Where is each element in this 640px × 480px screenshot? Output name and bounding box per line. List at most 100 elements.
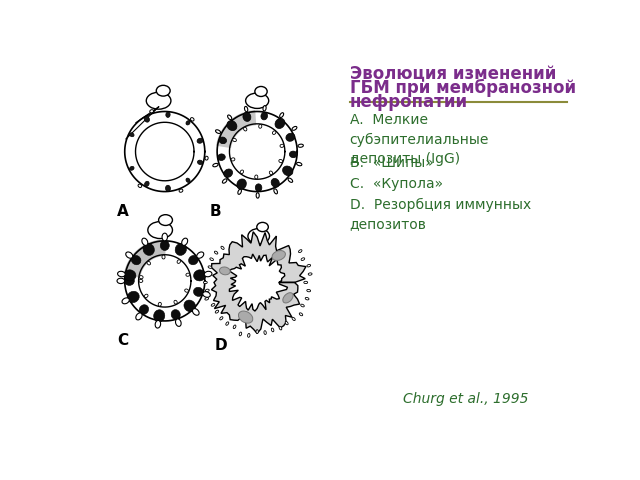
- Ellipse shape: [244, 107, 248, 112]
- Ellipse shape: [279, 159, 283, 163]
- Ellipse shape: [219, 137, 227, 144]
- Ellipse shape: [214, 251, 218, 254]
- Text: D.  Резорбция иммунных
депозитов: D. Резорбция иммунных депозитов: [349, 198, 531, 231]
- Ellipse shape: [300, 313, 303, 316]
- Text: A.  Мелкие
субэпителиальные
депозиты (IgG): A. Мелкие субэпителиальные депозиты (IgG…: [349, 113, 489, 166]
- Ellipse shape: [259, 124, 262, 128]
- Ellipse shape: [189, 255, 198, 265]
- Ellipse shape: [215, 310, 219, 313]
- Ellipse shape: [205, 156, 208, 160]
- Ellipse shape: [226, 322, 228, 325]
- Ellipse shape: [210, 258, 213, 261]
- Ellipse shape: [271, 328, 274, 332]
- Ellipse shape: [166, 185, 170, 192]
- Ellipse shape: [216, 130, 221, 133]
- Ellipse shape: [233, 325, 236, 329]
- Ellipse shape: [298, 250, 302, 252]
- Ellipse shape: [145, 294, 148, 298]
- Ellipse shape: [301, 258, 305, 261]
- Ellipse shape: [238, 189, 241, 194]
- Ellipse shape: [273, 131, 276, 134]
- Ellipse shape: [193, 288, 204, 297]
- Polygon shape: [217, 111, 297, 192]
- Ellipse shape: [220, 267, 230, 275]
- Ellipse shape: [224, 169, 232, 178]
- Ellipse shape: [244, 127, 247, 131]
- Ellipse shape: [239, 332, 242, 336]
- Ellipse shape: [220, 317, 223, 320]
- Polygon shape: [125, 111, 205, 192]
- Polygon shape: [124, 240, 164, 277]
- Ellipse shape: [186, 273, 189, 276]
- Ellipse shape: [131, 255, 141, 265]
- Ellipse shape: [122, 298, 129, 304]
- Ellipse shape: [239, 311, 253, 323]
- Text: A: A: [117, 204, 129, 219]
- Ellipse shape: [227, 120, 237, 131]
- Ellipse shape: [150, 110, 154, 113]
- Ellipse shape: [246, 93, 269, 108]
- Ellipse shape: [256, 193, 259, 198]
- Ellipse shape: [184, 300, 196, 312]
- Ellipse shape: [162, 233, 168, 241]
- Ellipse shape: [280, 113, 284, 118]
- Ellipse shape: [283, 166, 293, 176]
- Ellipse shape: [147, 92, 171, 109]
- Ellipse shape: [127, 291, 140, 303]
- Text: Эволюция изменений: Эволюция изменений: [349, 65, 556, 84]
- Ellipse shape: [205, 298, 209, 300]
- Ellipse shape: [147, 262, 150, 265]
- Ellipse shape: [279, 326, 282, 330]
- Ellipse shape: [231, 158, 235, 161]
- Ellipse shape: [308, 273, 312, 275]
- Text: B: B: [209, 204, 221, 219]
- Ellipse shape: [228, 115, 232, 120]
- Ellipse shape: [307, 264, 310, 267]
- Ellipse shape: [138, 184, 141, 188]
- Ellipse shape: [140, 305, 148, 314]
- Ellipse shape: [158, 302, 161, 306]
- Ellipse shape: [233, 138, 236, 142]
- Ellipse shape: [204, 281, 207, 284]
- Ellipse shape: [175, 319, 181, 326]
- Ellipse shape: [186, 120, 190, 125]
- Ellipse shape: [264, 331, 266, 335]
- Ellipse shape: [196, 252, 204, 258]
- Ellipse shape: [166, 112, 170, 118]
- Ellipse shape: [257, 222, 268, 232]
- Ellipse shape: [307, 289, 310, 292]
- Ellipse shape: [143, 243, 154, 255]
- Ellipse shape: [305, 298, 309, 300]
- Ellipse shape: [248, 334, 250, 337]
- Ellipse shape: [285, 322, 288, 325]
- Ellipse shape: [182, 238, 188, 245]
- Ellipse shape: [171, 310, 180, 320]
- Ellipse shape: [142, 238, 148, 245]
- Ellipse shape: [221, 246, 224, 250]
- Polygon shape: [217, 111, 255, 147]
- Ellipse shape: [298, 144, 303, 147]
- Ellipse shape: [174, 300, 177, 304]
- Ellipse shape: [203, 292, 211, 297]
- Ellipse shape: [255, 184, 262, 192]
- Ellipse shape: [286, 133, 295, 141]
- Ellipse shape: [156, 85, 170, 96]
- Ellipse shape: [213, 163, 218, 167]
- Text: C: C: [117, 333, 128, 348]
- Ellipse shape: [301, 304, 304, 307]
- Ellipse shape: [193, 309, 199, 315]
- Ellipse shape: [280, 144, 284, 147]
- Ellipse shape: [197, 138, 203, 143]
- Ellipse shape: [117, 278, 125, 284]
- Ellipse shape: [160, 240, 169, 251]
- Ellipse shape: [198, 160, 203, 165]
- Ellipse shape: [144, 116, 150, 122]
- Ellipse shape: [261, 112, 268, 120]
- Ellipse shape: [255, 175, 258, 179]
- Ellipse shape: [162, 255, 165, 259]
- Ellipse shape: [223, 179, 227, 183]
- Ellipse shape: [125, 252, 132, 258]
- Ellipse shape: [124, 270, 136, 281]
- Ellipse shape: [218, 154, 225, 160]
- Ellipse shape: [124, 276, 134, 286]
